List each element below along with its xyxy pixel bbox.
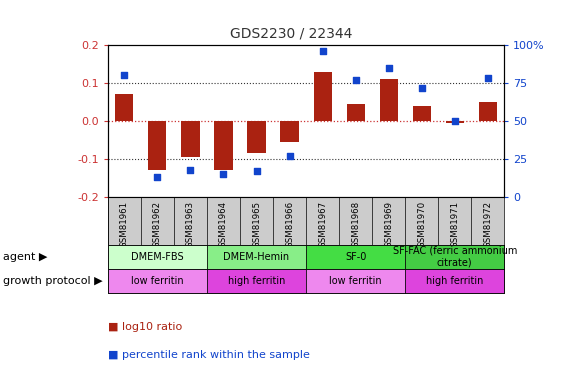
Text: GSM81972: GSM81972 xyxy=(483,201,492,248)
Text: SF-0: SF-0 xyxy=(345,252,366,262)
Text: GSM81970: GSM81970 xyxy=(417,201,426,248)
Point xyxy=(318,48,327,54)
Text: GDS2230 / 22344: GDS2230 / 22344 xyxy=(230,26,353,40)
Text: GSM81964: GSM81964 xyxy=(219,201,228,248)
Bar xyxy=(405,245,504,268)
Text: GSM81966: GSM81966 xyxy=(285,201,294,248)
Text: SF-FAC (ferric ammonium
citrate): SF-FAC (ferric ammonium citrate) xyxy=(392,246,517,267)
Bar xyxy=(479,102,497,121)
Point xyxy=(384,65,394,71)
Text: agent ▶: agent ▶ xyxy=(3,252,47,262)
Text: DMEM-Hemin: DMEM-Hemin xyxy=(223,252,290,262)
Point xyxy=(186,166,195,172)
Point xyxy=(219,171,228,177)
Point xyxy=(417,84,426,90)
Bar xyxy=(306,268,405,292)
Text: high ferritin: high ferritin xyxy=(426,276,483,285)
Text: low ferritin: low ferritin xyxy=(329,276,382,285)
Point xyxy=(450,118,459,124)
Bar xyxy=(181,121,199,157)
Bar xyxy=(314,72,332,121)
Point xyxy=(153,174,162,180)
Bar xyxy=(207,268,306,292)
Bar xyxy=(280,121,298,142)
Bar xyxy=(247,121,266,153)
Text: GSM81965: GSM81965 xyxy=(252,201,261,248)
Bar xyxy=(346,104,365,121)
Bar xyxy=(108,245,207,268)
Text: low ferritin: low ferritin xyxy=(131,276,184,285)
Text: high ferritin: high ferritin xyxy=(228,276,285,285)
Text: GSM81961: GSM81961 xyxy=(120,201,129,248)
Bar xyxy=(306,245,405,268)
Point xyxy=(252,168,261,174)
Bar xyxy=(115,94,134,121)
Text: DMEM-FBS: DMEM-FBS xyxy=(131,252,184,262)
Point xyxy=(120,72,129,78)
Text: GSM81969: GSM81969 xyxy=(384,201,393,248)
Bar xyxy=(215,121,233,170)
Bar xyxy=(380,79,398,121)
Point xyxy=(285,153,294,159)
Point xyxy=(351,77,360,83)
Text: ■ log10 ratio: ■ log10 ratio xyxy=(108,322,182,333)
Bar xyxy=(207,245,306,268)
Text: GSM81963: GSM81963 xyxy=(186,201,195,248)
Bar xyxy=(405,268,504,292)
Bar xyxy=(148,121,167,170)
Point xyxy=(483,75,493,81)
Bar xyxy=(445,121,464,123)
Text: growth protocol ▶: growth protocol ▶ xyxy=(3,276,103,285)
Text: GSM81968: GSM81968 xyxy=(351,201,360,248)
Bar xyxy=(413,106,431,121)
Text: ■ percentile rank within the sample: ■ percentile rank within the sample xyxy=(108,350,310,360)
Text: GSM81971: GSM81971 xyxy=(450,201,459,248)
Bar xyxy=(108,268,207,292)
Text: GSM81967: GSM81967 xyxy=(318,201,327,248)
Text: GSM81962: GSM81962 xyxy=(153,201,162,248)
